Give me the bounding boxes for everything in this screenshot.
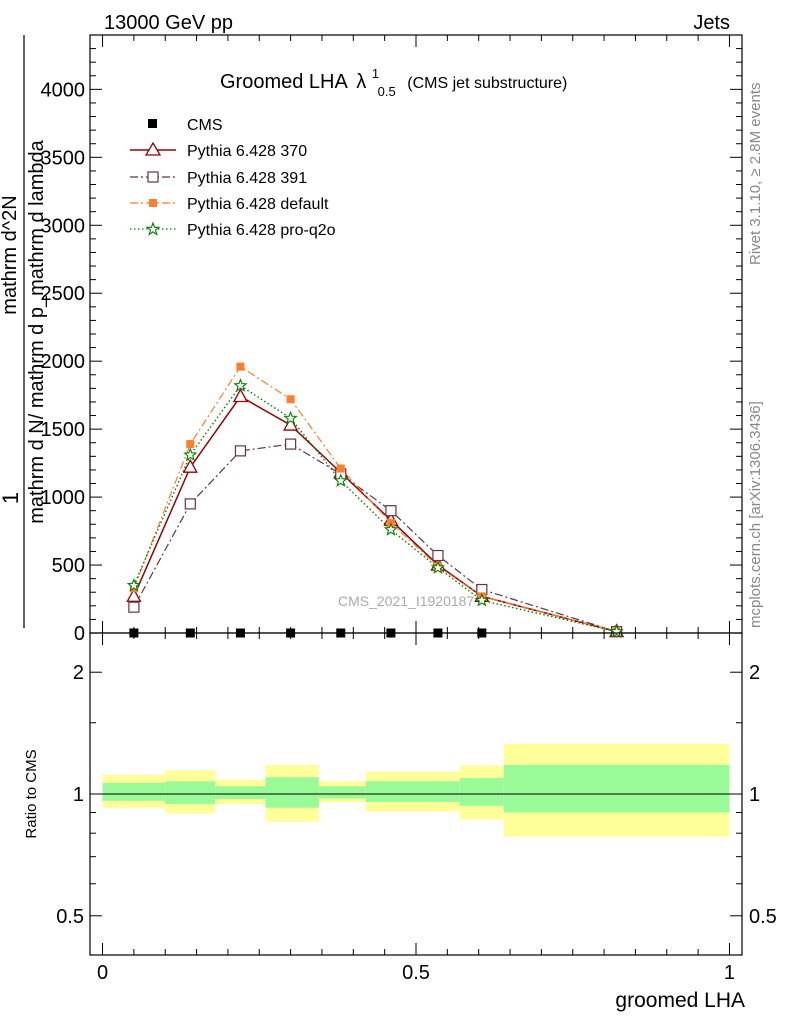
point-391: [234, 445, 247, 457]
legend: CMS Pythia 6.428 370 Pythia 6.428 391 Py…: [130, 117, 336, 239]
header-right: Jets: [693, 12, 730, 34]
main-y-axis: 0 500 1000 1500 2000 2500 3000 3500 4000: [41, 34, 742, 645]
ratio-y-tick-label-right: 2: [749, 662, 760, 684]
main-y-label: 1 mathrm d^2N mathrm d N/ mathrm d p_mat…: [0, 35, 48, 628]
legend-marker-391: [147, 171, 159, 183]
point-391: [432, 549, 444, 562]
main-x-ticks: [102, 35, 730, 633]
title-paren: (CMS jet substructure): [407, 75, 567, 92]
point-370: [126, 587, 142, 602]
ratio-y-tick-label-right: 0.5: [749, 906, 777, 928]
point-default: [286, 395, 295, 404]
x-axis-label: groomed LHA: [615, 989, 745, 1012]
rivet-label: Rivet 3.1.10, ≥ 2.8M events: [747, 83, 764, 266]
y-tick-label: 500: [52, 555, 85, 577]
plot-title: Groomed LHA λ 1 0.5 (CMS jet substructur…: [220, 61, 567, 101]
title-main: Groomed LHA: [220, 71, 348, 93]
legend-entry-q2o: Pythia 6.428 pro-q2o: [130, 221, 336, 239]
main-plot-panel: 0 500 1000 1500 2000 2500 3000 3500 4000 CMS_202…: [0, 34, 743, 645]
point-q2o: [233, 378, 248, 392]
legend-entry-391: Pythia 6.428 391: [130, 170, 307, 187]
point-391: [184, 498, 196, 510]
point-default: [186, 440, 195, 449]
legend-label-cms: CMS: [187, 117, 223, 134]
title-lambda: λ: [356, 71, 366, 93]
point-q2o: [333, 473, 348, 487]
y-tick-label: 3500: [41, 147, 86, 169]
legend-marker-q2o: [145, 221, 161, 236]
point-391: [385, 505, 397, 517]
ratio-band-inner: [365, 781, 460, 803]
point-370: [283, 416, 299, 431]
ratio-band-inner: [503, 764, 730, 813]
y-tick-label: 1000: [41, 487, 86, 509]
ratio-plot-panel: 0.5 0.51 12 2 0 0.5 1 Ratio to CMS groomed LH…: [23, 632, 777, 1012]
ratio-band-inner: [459, 778, 504, 806]
point-391: [128, 601, 140, 613]
y-tick-label: 2000: [41, 351, 86, 373]
legend-entry-cms: CMS: [148, 117, 223, 134]
y-label-top: mathrm d^2N: [0, 195, 21, 314]
legend-marker-default: [149, 199, 157, 207]
ratio-y-label: Ratio to CMS: [23, 749, 40, 838]
ratio-x-axis: 0 0.5 1: [97, 633, 735, 984]
point-q2o: [430, 560, 446, 574]
ratio-band-inner: [265, 777, 319, 808]
ratio-y-axis: 0.5 0.5 1 1 2 2: [56, 662, 777, 928]
point-370: [232, 388, 249, 403]
watermark: CMS_2021_I1920187: [338, 593, 474, 609]
x-tick-label: 1: [724, 962, 735, 984]
title-sup: 1: [372, 66, 379, 81]
y-tick-label: 1500: [41, 419, 86, 441]
point-default: [236, 362, 245, 371]
y-label-prefix: 1: [0, 492, 23, 504]
legend-label-q2o: Pythia 6.428 pro-q2o: [187, 222, 336, 239]
title-sub: 0.5: [378, 84, 396, 99]
legend-label-391: Pythia 6.428 391: [187, 170, 307, 187]
point-q2o: [609, 624, 624, 638]
legend-marker-cms: [148, 119, 157, 128]
y-label-main: mathrm d N/ mathrm d p_mathrm d lambda: [26, 139, 48, 523]
ratio-band-inner: [165, 781, 216, 804]
ratio-y-tick-label: 0.5: [56, 906, 84, 928]
point-q2o: [126, 577, 142, 592]
mcplots-label: mcplots.cern.ch [arXiv:1306.3436]: [747, 401, 764, 628]
x-tick-label: 0.5: [402, 962, 430, 984]
legend-entry-370: Pythia 6.428 370: [130, 141, 307, 160]
y-tick-label: 4000: [41, 79, 86, 101]
point-391: [285, 438, 297, 450]
ratio-uncertainty-bands: [102, 743, 730, 837]
y-tick-label: 0: [74, 623, 85, 645]
point-q2o: [474, 592, 489, 607]
point-q2o: [283, 410, 298, 425]
point-q2o: [383, 522, 399, 536]
y-tick-label: 2500: [41, 283, 86, 305]
ratio-y-tick-label-right: 1: [749, 784, 760, 806]
svg-text:Groomed LHA λ: Groomed LHA λ 1 0.5 (CMS jet substructur…: [220, 61, 567, 101]
ratio-band-inner: [318, 786, 366, 799]
point-default: [336, 464, 345, 473]
x-tick-label: 0: [97, 962, 108, 984]
legend-marker-370: [144, 141, 162, 156]
series-line-pdefault: [133, 365, 617, 633]
ratio-y-tick-label: 1: [73, 784, 84, 806]
y-tick-label: 3000: [41, 215, 86, 237]
ratio-band-inner: [102, 782, 166, 801]
legend-label-370: Pythia 6.428 370: [187, 143, 307, 160]
ratio-y-tick-label: 2: [73, 662, 84, 684]
header-left: 13000 GeV pp: [104, 12, 233, 34]
legend-label-default: Pythia 6.428 default: [187, 196, 329, 213]
legend-entry-default: Pythia 6.428 default: [130, 196, 329, 213]
ratio-band-inner: [215, 786, 266, 799]
point-370: [182, 458, 198, 473]
point-q2o: [183, 447, 198, 462]
